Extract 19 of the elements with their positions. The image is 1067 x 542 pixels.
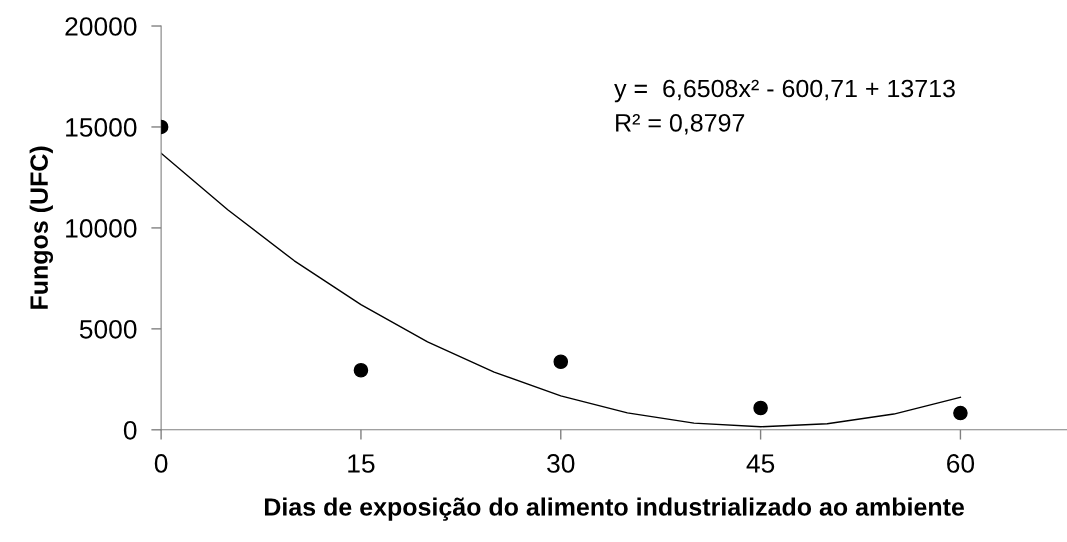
point [953, 405, 968, 421]
point [753, 400, 768, 416]
annotation: R² = 0,8797 [616, 113, 745, 135]
x-axis-title: Dias de exposição do alimento industrializado ao ambiente [264, 497, 965, 521]
y-tick-label: 0 [123, 420, 137, 440]
x-tick-label: 30 [547, 454, 575, 473]
x-tick-label: 15 [348, 454, 375, 473]
x-tick-label: 60 [947, 454, 975, 473]
y-axis-title: Fungos (UFC) [29, 146, 54, 309]
point [353, 362, 369, 378]
y-tick-label: 20000 [65, 17, 137, 36]
point [553, 354, 569, 370]
line-series [161, 152, 962, 428]
x-tick-label: 0 [154, 454, 168, 473]
y-tick-label: 5000 [79, 319, 137, 339]
y-tick-label: 10000 [66, 219, 137, 238]
annotation: y = 6,6508x² - 600,71 + 13713 [614, 79, 955, 103]
y-tick-label: 15000 [66, 118, 137, 137]
x-tick-label: 45 [746, 454, 775, 473]
